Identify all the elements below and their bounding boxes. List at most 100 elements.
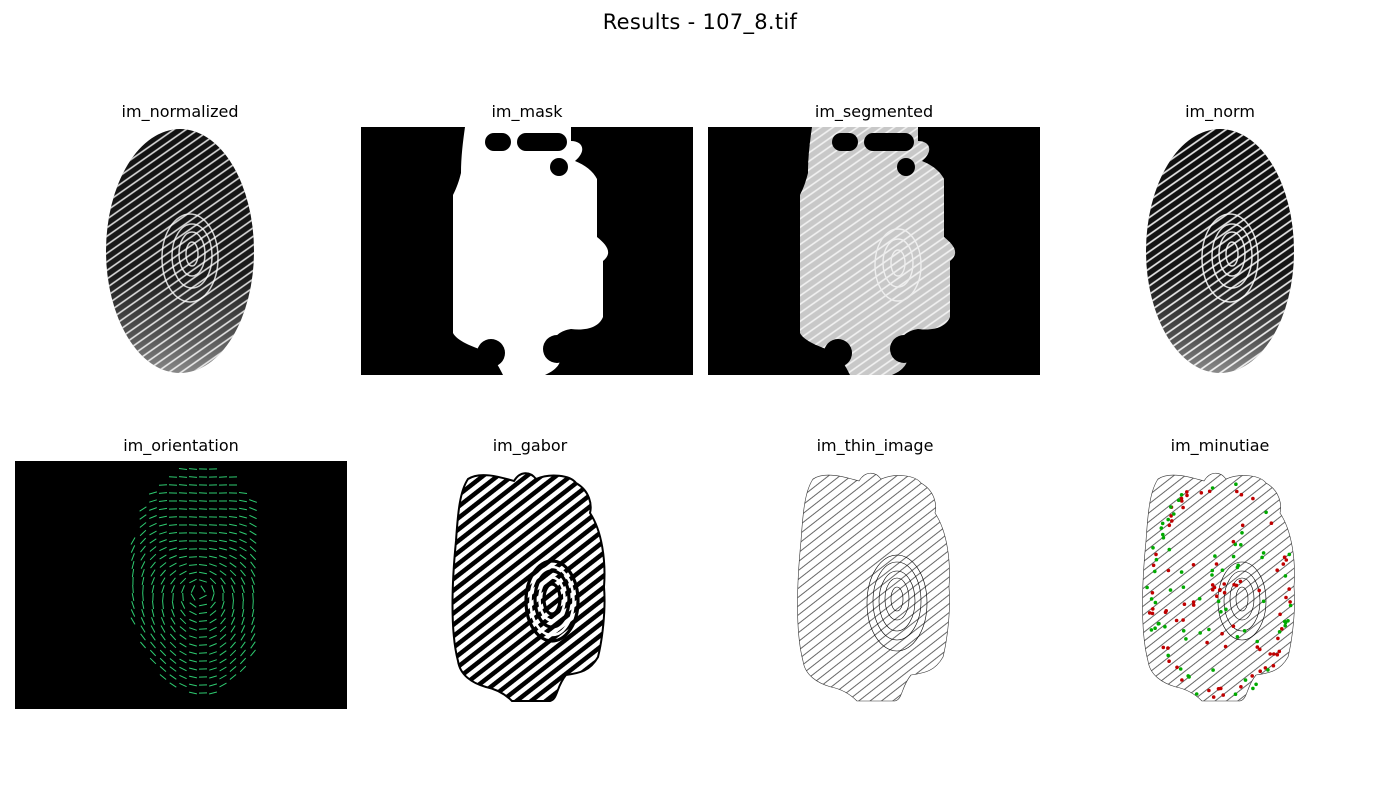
orientation-segment [189,643,197,647]
orientation-segment [140,633,146,641]
orientation-segment [189,578,197,584]
figure-title: Results - 107_8.tif [602,10,798,34]
segmented-image [708,127,1040,375]
orientation-segment [158,484,168,486]
panel-im-norm: im_norm [1130,100,1310,380]
orientation-segment [149,507,157,511]
orientation-segment [179,570,187,576]
minutia-marker [1151,563,1156,568]
minutia-marker [1199,491,1204,495]
orientation-segment [161,585,165,593]
orientation-segment [160,641,166,649]
minutia-marker [1216,599,1221,604]
orientation-segment [172,592,174,602]
orientation-segment [219,625,227,633]
orientation-segment [130,617,136,625]
orientation-segment [251,584,255,594]
minutia-marker [1178,667,1183,671]
orientation-segment [180,609,186,617]
orientation-field-image [15,461,347,709]
orientation-segment [250,561,256,569]
minutia-marker [1272,652,1276,656]
orientation-segment [178,492,188,494]
minutia-marker [1151,546,1155,550]
minutia-marker [1235,489,1239,494]
orientation-segment [178,540,188,542]
orientation-segment [188,675,198,679]
orientation-segment [219,666,227,672]
minutia-marker [1257,588,1261,593]
orientation-segment [169,650,177,656]
orientation-segment [219,650,227,656]
orientation-segment [169,570,177,576]
minutia-marker [1235,565,1240,570]
orientation-segment [228,531,238,535]
orientation-segment [150,625,156,633]
minutia-marker [1258,669,1262,673]
orientation-segment [199,594,207,600]
minutia-marker [1147,611,1152,615]
minutia-marker [1154,552,1158,557]
orientation-segment [149,522,157,528]
minutia-marker [1149,597,1154,601]
orientation-segment [239,561,247,569]
orientation-segment [219,634,227,640]
orientation-segment [209,634,217,640]
minutia-marker [1166,646,1170,650]
minutia-marker [1282,619,1287,624]
minutia-marker [1172,512,1176,516]
orientation-segment [239,531,247,535]
minutia-marker [1167,523,1172,528]
orientation-segment [209,659,217,663]
orientation-segment [239,657,247,665]
minutia-marker [1153,569,1157,574]
orientation-segment [162,592,164,602]
orientation-segment [219,562,227,568]
orientation-segment [151,608,155,618]
orientation-segment [169,641,177,649]
normalized-fingerprint-image [106,129,254,373]
orientation-segment [209,577,217,585]
orientation-segment [220,617,226,625]
orientation-segment [169,555,177,559]
minutia-marker [1238,579,1243,584]
orientation-segment [210,601,216,609]
orientation-segment [178,484,188,486]
minutia-marker [1264,510,1268,515]
orientation-segment [160,625,166,633]
mask-image [361,127,693,375]
minutia-marker [1263,666,1268,670]
orientation-segment [221,601,225,609]
minutia-marker [1239,492,1244,497]
minutia-marker [1242,629,1247,633]
orientation-segment [198,540,208,542]
orientation-segment [162,600,164,610]
minutia-marker [1210,583,1215,587]
orientation-segment [238,515,248,519]
orientation-segment [239,546,247,552]
orientation-segment [158,492,168,494]
orientation-segment [159,539,167,543]
minutia-marker [1174,618,1179,623]
orientation-segment [159,674,167,680]
minutia-marker [1215,594,1219,598]
minutia-marker [1231,624,1236,628]
orientation-segment [228,508,238,510]
orientation-segment [171,601,175,609]
orientation-segment [169,682,177,688]
orientation-segment [150,641,156,649]
minutia-marker [1255,645,1260,649]
orientation-segment [189,619,197,623]
minutia-marker [1151,607,1155,611]
orientation-segment [150,569,156,577]
orientation-segment [208,691,218,695]
minutia-marker [1212,585,1217,590]
orientation-segment [219,570,227,576]
orientation-segment [249,499,257,503]
orientation-segment [182,592,184,602]
orientation-segment [190,585,196,593]
orientation-segment [211,585,215,593]
orientation-segment [130,537,136,545]
orientation-segment [219,539,227,543]
orientation-segment [252,592,254,602]
